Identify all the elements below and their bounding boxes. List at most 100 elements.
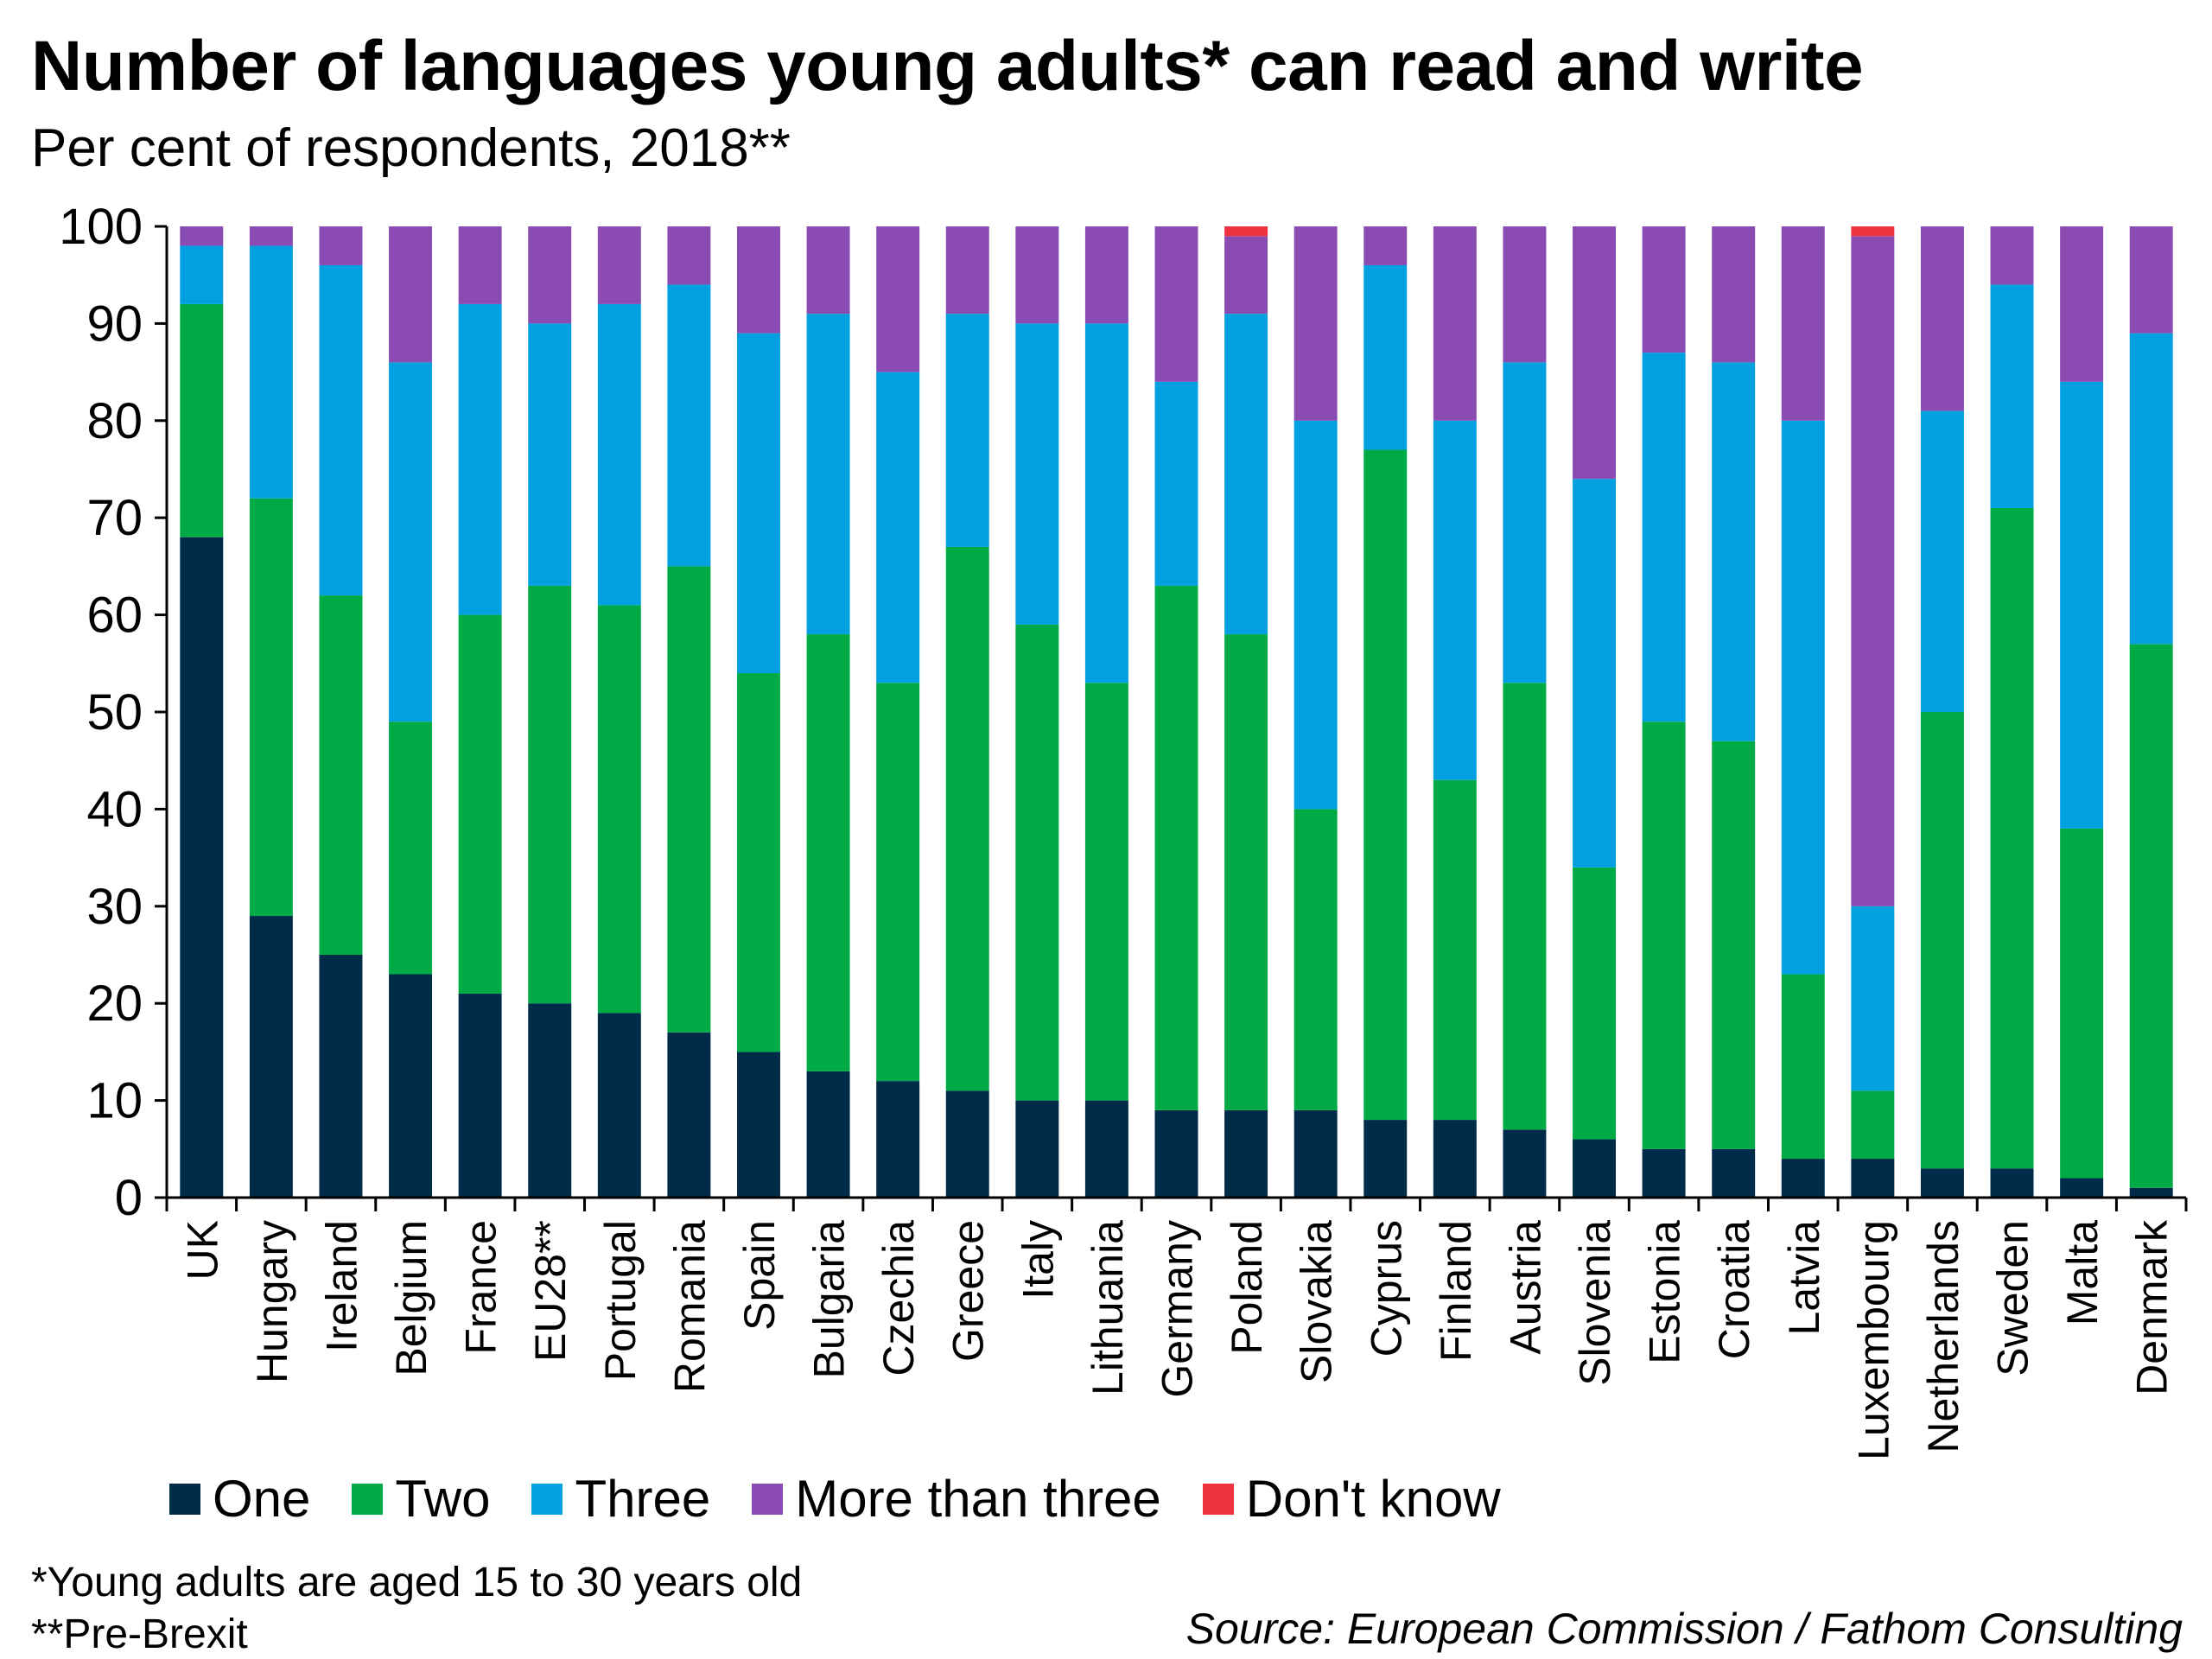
bar-segment (458, 303, 502, 615)
bar-segment (389, 226, 433, 363)
bar-segment (876, 1081, 920, 1198)
bar-segment (597, 1013, 641, 1198)
legend-item-one: One (169, 1469, 310, 1529)
bar-segment (1015, 226, 1059, 324)
bar-segment (528, 323, 572, 586)
y-tick-label: 20 (86, 976, 143, 1032)
legend-item-three: Three (531, 1469, 710, 1529)
bar-segment (737, 673, 780, 1052)
bar-segment (1642, 353, 1686, 722)
bar-segment (1851, 1159, 1895, 1198)
bar-segment (319, 226, 363, 265)
x-category-label: Slovenia (1571, 1220, 1619, 1386)
x-category-label: Croatia (1710, 1220, 1758, 1359)
y-tick-label: 50 (86, 684, 143, 741)
x-category-label: Slovakia (1293, 1220, 1341, 1383)
x-category-label: Poland (1223, 1220, 1271, 1355)
bar-segment (389, 974, 433, 1198)
bar-segment (180, 303, 224, 537)
legend-label-three: Three (575, 1470, 711, 1528)
bar-segment (806, 226, 850, 315)
bar-segment (1294, 1109, 1338, 1198)
bar-segment (1154, 1109, 1198, 1198)
bar-segment (597, 226, 641, 304)
bar-segment (876, 226, 920, 372)
bar-segment (1015, 323, 1059, 625)
bar-segment (319, 595, 363, 955)
x-category-label: Netherlands (1919, 1220, 1967, 1453)
bar-segment (1712, 741, 1756, 1149)
bar-segment (1503, 683, 1547, 1130)
bar-segment (1573, 867, 1616, 1140)
x-category-label: Bulgaria (805, 1220, 854, 1379)
y-tick-label: 90 (86, 296, 143, 352)
bar-segment (1781, 1159, 1825, 1198)
bar-segment (458, 993, 502, 1198)
x-category-label: Austria (1501, 1220, 1549, 1355)
bar-segment (249, 245, 293, 499)
legend-item-dont-know: Don't know (1202, 1469, 1501, 1529)
bar-segment (1781, 226, 1825, 421)
bar-segment (1363, 1120, 1408, 1198)
x-category-label: Estonia (1641, 1220, 1689, 1364)
legend-label-more-than-three: More than three (795, 1470, 1161, 1528)
x-category-label: Luxembourg (1849, 1220, 1897, 1460)
bar-segment (945, 1090, 989, 1198)
bar-segment (389, 362, 433, 722)
bar-segment (1224, 226, 1268, 237)
bar-segment (667, 566, 711, 1033)
bar-segment (876, 372, 920, 683)
bar-segment (1642, 1148, 1686, 1198)
bar-segment (528, 585, 572, 1004)
legend-swatch-one (169, 1483, 200, 1515)
bar-segment (2060, 828, 2104, 1179)
bar-segment (2129, 226, 2173, 334)
x-category-label: Sweden (1989, 1220, 2037, 1376)
bar-segment (1920, 712, 1964, 1169)
bar-segment (1433, 420, 1477, 780)
bar-segment (1573, 479, 1616, 868)
bar-segment (1712, 362, 1756, 741)
footnote-age: *Young adults are aged 15 to 30 years ol… (31, 1560, 803, 1605)
bar-segment (1363, 264, 1408, 450)
y-tick-label: 100 (59, 199, 143, 255)
bar-segment (737, 1052, 780, 1198)
bar-segment (1851, 236, 1895, 906)
bar-segment (2060, 1178, 2104, 1198)
bar-segment (1433, 226, 1477, 421)
bar-segment (1294, 226, 1338, 421)
bar-segment (945, 314, 989, 547)
bar-segment (1363, 449, 1408, 1121)
x-category-label: UK (178, 1220, 226, 1280)
x-category-label: Ireland (317, 1220, 365, 1352)
bar-segment (1851, 906, 1895, 1091)
legend-item-more-than-three: More than three (752, 1469, 1161, 1529)
bar-segment (1573, 1139, 1616, 1198)
bar-segment (1781, 420, 1825, 975)
legend-swatch-two (352, 1483, 384, 1515)
bar-segment (1990, 226, 2034, 285)
y-tick-label: 0 (115, 1170, 143, 1226)
y-tick-label: 70 (86, 490, 143, 546)
bar-segment (1154, 585, 1198, 1110)
legend-label-dont-know: Don't know (1245, 1470, 1501, 1528)
bar-segment (2060, 226, 2104, 382)
bar-segment (1084, 226, 1128, 324)
x-category-label: Belgium (387, 1220, 435, 1376)
bar-segment (1433, 779, 1477, 1121)
bar-segment (249, 916, 293, 1198)
bar-segment (1851, 226, 1895, 237)
bar-segment (1712, 1148, 1756, 1198)
bar-segment (1224, 1109, 1268, 1198)
bar-segment (806, 1071, 850, 1198)
bar-segment (1224, 314, 1268, 635)
bar-segment (180, 537, 224, 1198)
bar-segment (597, 605, 641, 1014)
chart-title: Number of languages young adults* can re… (31, 27, 1864, 105)
bar-segment (737, 333, 780, 674)
bar-segment (1990, 507, 2034, 1169)
bar-segment (1990, 1168, 2034, 1198)
bar-segment (528, 226, 572, 324)
bar-segment (667, 284, 711, 567)
y-tick-label: 40 (86, 781, 143, 837)
